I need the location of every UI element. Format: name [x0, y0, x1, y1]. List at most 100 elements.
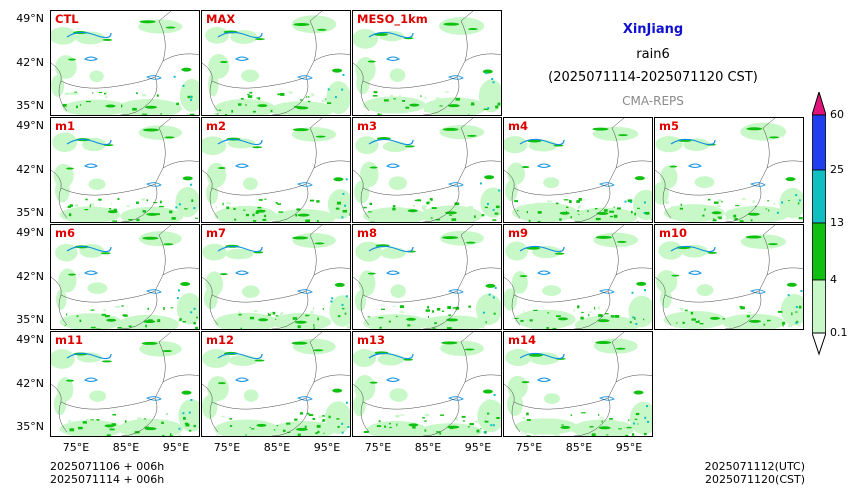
precip-speck — [85, 198, 88, 201]
precip-moderate — [447, 425, 460, 429]
precip-light — [59, 313, 122, 329]
precip-speck — [309, 199, 315, 202]
precip-speck — [777, 310, 783, 313]
border-line — [513, 267, 652, 303]
precip-moderate — [146, 212, 159, 216]
precip-speck — [240, 327, 242, 329]
precip-speck — [66, 313, 68, 316]
precip-speck — [735, 205, 740, 207]
precip-speck — [669, 328, 674, 329]
precip-speck — [484, 206, 488, 209]
precip-speck — [81, 435, 83, 436]
precip-speck — [147, 307, 150, 310]
precip-speck — [169, 435, 173, 436]
precip-light — [175, 186, 199, 218]
precip-light — [202, 349, 231, 368]
precip-speck — [378, 420, 381, 423]
precip-speck — [787, 201, 791, 203]
precip-speck — [577, 210, 580, 212]
precip-speck — [799, 319, 802, 322]
precip-speck — [455, 417, 459, 421]
precip-speck — [136, 92, 138, 95]
precip-speck — [637, 423, 639, 425]
precip-speck — [791, 312, 793, 316]
precip-speck — [258, 97, 260, 100]
panel-label: m9 — [508, 226, 528, 240]
border-line — [611, 332, 625, 383]
precip-speck — [448, 314, 451, 316]
map-panel-m7: m7 — [201, 224, 351, 330]
lake-shape — [386, 270, 400, 275]
colorbar-band-4 — [812, 279, 826, 334]
precip-speck — [120, 114, 124, 115]
precip-speck — [722, 318, 725, 320]
precip-heavy — [482, 311, 485, 314]
precip-speck — [412, 106, 414, 109]
precip-heavy — [776, 211, 779, 214]
precip-moderate — [165, 26, 176, 29]
panel-label: MAX — [206, 12, 236, 26]
border-line — [309, 118, 323, 169]
precip-light — [291, 15, 337, 34]
precip-light — [363, 96, 426, 114]
precip-speck — [533, 309, 538, 311]
precip-speck — [526, 412, 529, 416]
precip-moderate — [616, 240, 627, 243]
precip-light — [440, 340, 484, 356]
precip-speck — [529, 319, 533, 322]
precip-speck — [439, 432, 442, 435]
precip-speck — [279, 313, 283, 316]
border-line — [60, 267, 199, 303]
precip-light — [214, 419, 280, 436]
precip-heavy — [635, 322, 638, 325]
lat-tick-label: 49°N — [16, 333, 44, 346]
precip-speck — [82, 421, 87, 424]
precip-heavy — [498, 189, 501, 192]
precip-speck — [171, 217, 176, 220]
colorbar-band-60 — [812, 114, 826, 171]
precip-speck — [69, 428, 75, 432]
precip-speck — [79, 104, 82, 106]
precip-speck — [550, 328, 553, 329]
precip-speck — [645, 211, 650, 215]
precip-speck — [767, 319, 772, 322]
map-panel-ctl: CTL — [50, 10, 200, 116]
precip-speck — [643, 432, 647, 436]
precip-speck — [75, 204, 79, 207]
lon-tick-label: 85°E — [565, 441, 593, 454]
precip-speck — [184, 208, 188, 210]
precip-speck — [160, 200, 162, 204]
precip-speck — [399, 305, 404, 309]
precip-speck — [190, 97, 193, 100]
precip-speck — [370, 101, 372, 104]
precip-heavy — [485, 72, 488, 75]
precip-speck — [596, 319, 598, 322]
precip-moderate — [367, 60, 376, 63]
precip-speck — [308, 414, 314, 416]
precip-heavy — [629, 201, 632, 204]
panel-label: m12 — [206, 333, 234, 347]
precip-speck — [425, 309, 430, 312]
precip-speck — [153, 202, 158, 204]
precip-moderate — [595, 341, 612, 345]
precip-speck — [334, 205, 338, 208]
precip-speck — [90, 419, 94, 421]
precip-moderate — [634, 176, 645, 181]
precip-moderate — [105, 104, 116, 108]
precip-light — [660, 288, 672, 309]
precip-speck — [130, 319, 134, 322]
precip-speck — [469, 323, 472, 326]
precip-heavy — [193, 307, 196, 310]
precip-speck — [233, 207, 236, 210]
border-line — [664, 160, 803, 196]
precip-speck — [403, 324, 408, 327]
precip-heavy — [176, 297, 179, 300]
border-line — [655, 169, 672, 219]
precip-speck — [318, 415, 323, 419]
precip-speck — [581, 421, 584, 424]
precip-speck — [231, 110, 233, 113]
precip-heavy — [182, 84, 185, 87]
precip-speck — [767, 200, 770, 202]
precip-speck — [275, 315, 279, 317]
precip-light — [740, 122, 787, 141]
